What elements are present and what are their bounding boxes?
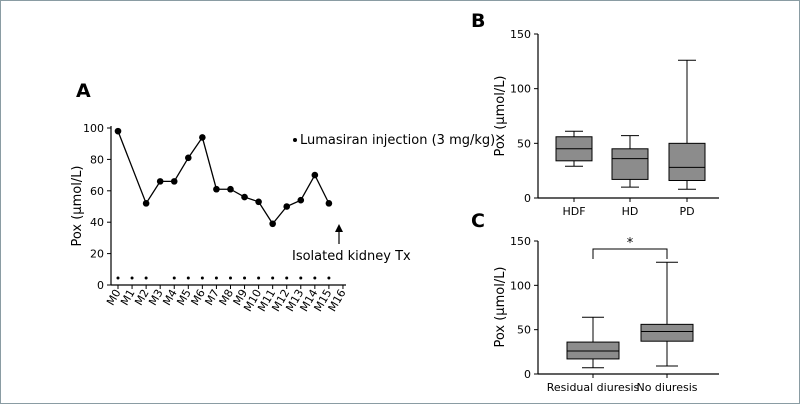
panel-a-injection-marker: [313, 276, 317, 280]
significance-star: *: [627, 236, 634, 251]
panel-b-letter: B: [471, 10, 485, 32]
panel-b-axes: 0 50 100 150 HDF HD PD: [510, 28, 719, 218]
panel-c-ylabel: Pox (µmol/L): [493, 266, 508, 347]
panel-a-data: [114, 127, 333, 280]
panel-c-letter: C: [471, 210, 485, 232]
panel-b-box: [611, 148, 649, 180]
panel-a-ytick-label: 80: [90, 153, 104, 166]
panel-a-injection-marker: [200, 276, 204, 280]
panel-a-injection-marker: [186, 276, 190, 280]
panel-b-ytick-label: 50: [517, 137, 531, 150]
panel-a-data-point: [114, 127, 122, 135]
panel-a-injection-marker: [243, 276, 247, 280]
panel-a-letter: A: [76, 80, 91, 102]
panel-a-ylabel: Pox (µmol/L): [70, 165, 85, 246]
panel-c-data: [566, 261, 694, 369]
panel-a-series-line: [117, 130, 330, 225]
panel-a-injection-marker: [299, 276, 303, 280]
panel-a-ytick-label: 0: [97, 279, 104, 292]
panel-a-injection-marker: [271, 276, 275, 280]
panel-c-category-label: No diuresis: [636, 381, 697, 394]
panel-a-data-point: [269, 220, 276, 228]
panel-a-data-point: [241, 193, 248, 201]
panel-c-category-label: Residual diuresis: [547, 381, 640, 394]
panel-a-data-point: [199, 134, 206, 141]
panel-b-category-label: PD: [679, 205, 694, 218]
panel-a-injection-marker: [144, 276, 148, 280]
panel-b-ytick-label: 150: [510, 28, 531, 41]
panel-c-ytick-label: 100: [510, 279, 531, 292]
legend-injection-text: Lumasiran injection (3 mg/kg): [300, 133, 495, 148]
panel-b-category-label: HD: [622, 205, 639, 218]
panel-b-ytick-label: 100: [510, 83, 531, 96]
panel-c-box: [640, 323, 694, 342]
kidney-tx-arrow: [335, 224, 343, 244]
panel-a-data-point: [185, 154, 192, 162]
panel-a-injection-marker: [172, 276, 176, 280]
panel-a-injection-marker: [116, 276, 120, 280]
kidney-tx-annotation: Isolated kidney Tx: [292, 249, 411, 264]
panel-b-box: [668, 142, 706, 182]
panel-a-ytick-label: 40: [90, 216, 104, 229]
panel-c-ytick-label: 50: [517, 324, 531, 337]
panel-a-ytick-label: 60: [90, 185, 104, 198]
panel-a-ytick-label: 20: [90, 248, 104, 261]
panel-a-data-point: [283, 203, 291, 210]
panel-a-axes: 020406080100M0M1M2M3M4M5M6M7M8M9M10M11M1…: [83, 122, 349, 314]
panel-a-data-point: [142, 200, 150, 207]
panel-a-data-point: [311, 171, 319, 179]
panel-a-injection-marker: [228, 276, 232, 280]
panel-a-injection-marker: [214, 276, 218, 280]
panel-a-data-point: [170, 178, 178, 185]
panel-a-data-point: [297, 196, 305, 204]
panel-a-injection-marker: [285, 276, 289, 280]
panel-a-data-point: [156, 178, 164, 185]
legend-dot-marker: [293, 138, 297, 142]
panel-a-data-point: [213, 185, 220, 193]
significance-bracket: [592, 248, 668, 259]
panel-b-ytick-label: 0: [524, 192, 531, 205]
panel-a-data-point: [325, 200, 333, 207]
panel-a-injection-marker: [257, 276, 261, 280]
panel-b-ylabel: Pox (µmol/L): [493, 75, 508, 156]
panel-a-ytick-label: 100: [83, 122, 104, 135]
panel-a-data-point: [227, 185, 234, 193]
panel-a-injection-marker: [327, 276, 331, 280]
panel-c-ytick-label: 0: [524, 368, 531, 381]
panel-a-data-point: [255, 198, 262, 206]
panel-c-ytick-label: 150: [510, 235, 531, 248]
panel-b-category-label: HDF: [562, 205, 585, 218]
panel-a-injection-marker: [130, 276, 134, 280]
panel-b-data: [555, 59, 706, 190]
